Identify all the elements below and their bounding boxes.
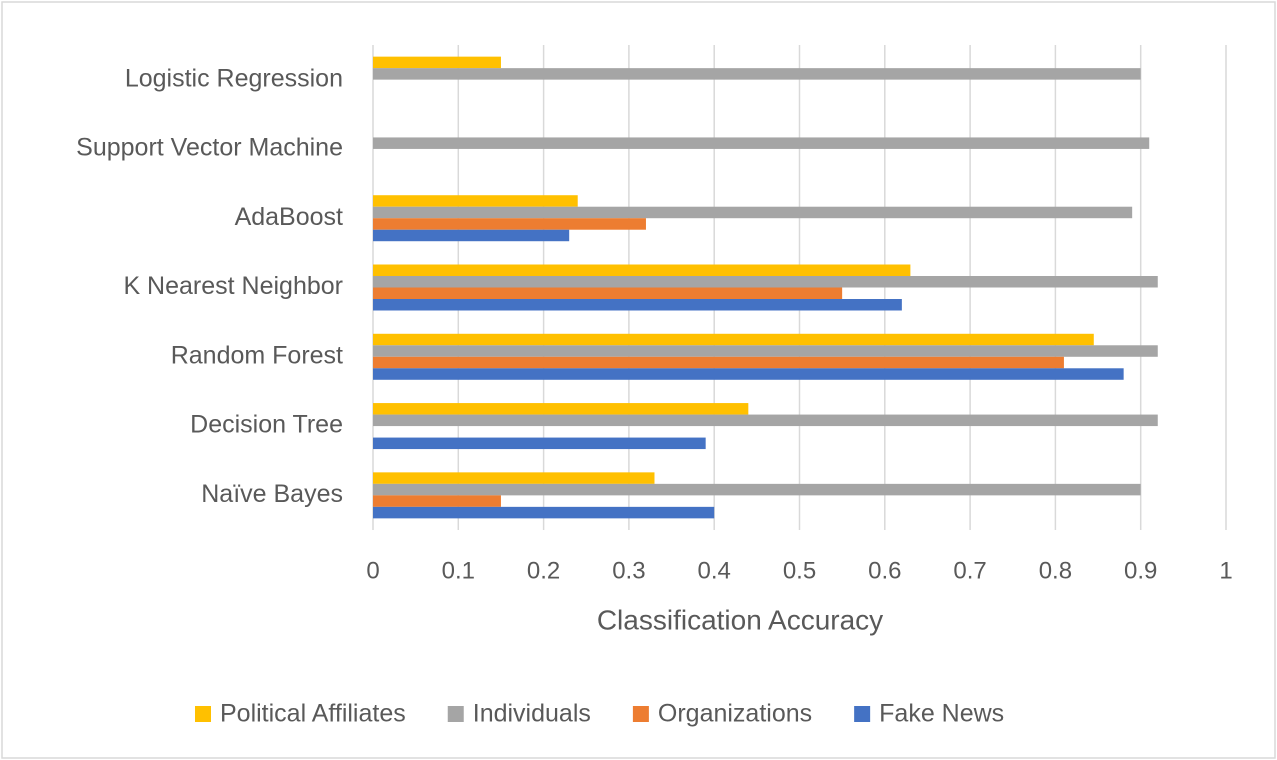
category-label: Naïve Bayes [201,480,343,508]
bar [373,414,1158,427]
bar [373,68,1141,80]
x-tick-label: 0.1 [442,557,475,584]
category-label: Decision Tree [190,411,343,439]
legend-swatch [854,706,871,722]
bar [373,195,578,207]
bar [373,345,1158,357]
legend-swatch [447,706,464,722]
bar [373,437,706,450]
bar [373,368,1124,380]
bar [373,483,1141,496]
x-tick-label: 0.2 [527,557,560,584]
bar [373,403,749,415]
legend-label: Organizations [658,700,812,728]
bar [373,356,1064,369]
bar [373,495,501,507]
bar [373,506,715,519]
bar [373,218,646,230]
x-tick-label: 0.8 [1039,557,1072,584]
x-tick-label: 0.9 [1124,557,1157,584]
bar [373,264,911,276]
category-label: Support Vector Machine [76,134,343,162]
legend-swatch [632,706,649,722]
bar [373,276,1158,288]
bar [373,333,1094,346]
legend-label: Fake News [879,700,1004,728]
category-label: K Nearest Neighbor [123,272,343,300]
bar [373,287,843,299]
bar [373,472,655,484]
x-tick-label: 0.5 [783,557,816,584]
legend-label: Individuals [473,700,591,728]
legend-label: Political Affiliates [220,700,406,728]
x-tick-label: 1 [1219,557,1232,584]
x-axis-title: Classification Accuracy [597,604,883,635]
x-tick-label: 0.6 [868,557,901,584]
legend-swatch [195,706,211,722]
x-tick-label: 0.3 [612,557,645,584]
bar [373,56,501,69]
bar [373,206,1133,219]
bar [373,299,902,311]
x-tick-label: 0.4 [698,557,731,584]
x-tick-label: 0 [366,557,379,584]
category-label: Logistic Regression [125,64,343,92]
bar [373,229,570,242]
x-tick-label: 0.7 [953,557,986,584]
bar [373,137,1150,149]
category-label: Random Forest [171,341,343,369]
category-label: AdaBoost [235,203,343,231]
